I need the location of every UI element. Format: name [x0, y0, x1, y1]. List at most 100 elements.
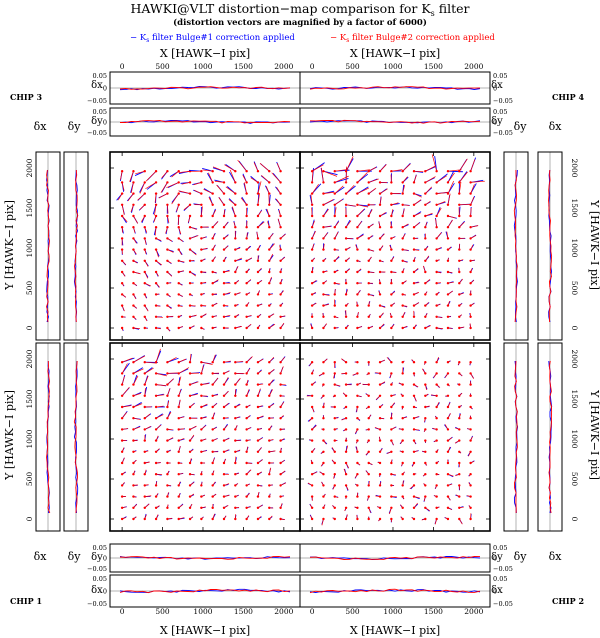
grid-point: [401, 248, 404, 251]
grid-point: [200, 383, 203, 386]
grid-point: [143, 214, 146, 218]
grid-point: [279, 248, 282, 251]
vector-bulge2: [447, 193, 451, 205]
grid-point: [132, 226, 135, 229]
grid-point: [256, 214, 260, 218]
grid-point: [222, 461, 226, 465]
vector-bulge2: [181, 182, 191, 185]
vector-field-chip3: [116, 159, 286, 332]
grid-point: [132, 506, 135, 509]
grid-point: [188, 394, 192, 397]
grid-point: [356, 315, 359, 318]
grid-point: [177, 417, 180, 420]
grid-point: [378, 495, 382, 498]
svg-text:0.05: 0.05: [493, 108, 507, 116]
vector-bulge2: [425, 186, 433, 194]
x-tick-label: 1000: [193, 607, 212, 616]
vector-bulge2: [201, 383, 209, 385]
grid-point: [435, 450, 438, 453]
grid-point: [211, 473, 214, 476]
grid-point: [268, 170, 271, 173]
grid-point: [120, 226, 124, 229]
vector-bulge2: [189, 425, 197, 430]
grid-point: [310, 326, 314, 330]
grid-point: [322, 439, 325, 442]
svg-text:0: 0: [493, 555, 497, 563]
profile-strip-horizontal: 0.05 0 −0.05: [299, 71, 513, 105]
grid-point: [390, 473, 393, 476]
grid-point: [412, 484, 416, 487]
grid-point: [424, 372, 427, 375]
grid-point: [188, 214, 192, 218]
grid-point: [401, 192, 404, 195]
grid-point: [245, 226, 248, 229]
grid-point: [356, 473, 359, 476]
grid-point: [344, 259, 348, 262]
x-tick-label: 500: [155, 607, 170, 616]
grid-point: [234, 270, 237, 274]
vector-bulge2: [208, 197, 213, 205]
grid-point: [143, 203, 146, 206]
grid-point: [356, 192, 359, 195]
grid-point: [333, 248, 336, 251]
grid-point: [245, 473, 248, 476]
vector-bulge2: [357, 208, 365, 217]
grid-point: [322, 192, 325, 195]
grid-point: [200, 293, 203, 296]
grid-point: [412, 383, 416, 386]
grid-point: [424, 170, 427, 173]
grid-point: [177, 450, 180, 453]
vector-bulge2: [334, 207, 337, 217]
grid-point: [367, 439, 370, 442]
grid-point: [268, 304, 271, 307]
grid-point: [245, 517, 248, 521]
grid-point: [132, 495, 135, 498]
grid-point: [188, 259, 192, 262]
grid-point: [469, 372, 472, 375]
grid-point: [401, 293, 404, 296]
grid-point: [469, 293, 472, 296]
vector-bulge2: [470, 208, 472, 217]
grid-point: [424, 270, 427, 274]
grid-point: [222, 304, 226, 307]
grid-point: [279, 237, 282, 240]
grid-point: [200, 439, 203, 442]
grid-point: [310, 450, 314, 453]
vector-bulge2: [447, 215, 456, 219]
grid-point: [132, 417, 135, 420]
grid-point: [222, 282, 226, 285]
y-tick-label: 1000: [25, 238, 34, 257]
grid-point: [424, 259, 427, 262]
grid-point: [120, 170, 124, 173]
grid-point: [344, 248, 348, 251]
grid-point: [310, 304, 314, 307]
grid-point: [356, 405, 359, 409]
vector-bulge2: [268, 193, 270, 205]
grid-point: [188, 237, 192, 240]
vector-bulge2: [368, 187, 377, 194]
grid-point: [390, 192, 393, 195]
grid-point: [356, 383, 359, 386]
vector-bulge2: [402, 184, 405, 194]
grid-point: [424, 439, 427, 442]
vector-bulge2: [178, 399, 181, 408]
vector-bulge2: [120, 171, 123, 180]
grid-point: [256, 372, 260, 375]
vector-bulge2: [240, 197, 247, 206]
grid-point: [132, 293, 135, 296]
grid-point: [322, 484, 325, 487]
profile-strip-horizontal: 0.05 0 −0.05: [87, 71, 301, 105]
grid-point: [188, 315, 192, 318]
grid-point: [222, 394, 226, 397]
svg-text:0.05: 0.05: [493, 575, 507, 583]
vector-bulge2: [235, 360, 244, 363]
dx-label-top-left: δx: [34, 120, 48, 133]
chart-subtitle: (distortion vectors are magnified by a f…: [173, 17, 427, 28]
y-tick-label: 1000: [570, 429, 579, 448]
y-tick-label: 1500: [570, 389, 579, 408]
grid-point: [435, 226, 438, 229]
vector-bulge2: [311, 164, 324, 172]
grid-point: [458, 293, 461, 296]
grid-point: [222, 383, 226, 386]
grid-point: [200, 506, 203, 509]
